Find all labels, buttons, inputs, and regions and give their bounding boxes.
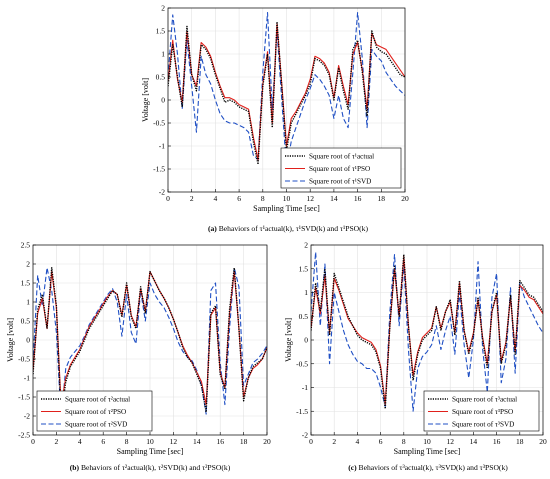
- y-tick-label: 2.5: [21, 241, 31, 250]
- x-axis-title: Sampling Time [sec]: [117, 447, 184, 456]
- legend-label-actual: Square root of τ¹actual: [309, 153, 374, 161]
- x-tick-label: 14: [470, 437, 478, 446]
- series-line-svd: [311, 251, 543, 412]
- y-tick-label: 2: [304, 241, 308, 250]
- panel-caption-text: Behaviors of τ¹actual(k), τ¹SVD(k) and τ…: [219, 224, 369, 233]
- x-tick-label: 2: [190, 194, 194, 203]
- x-tick-label: 2: [55, 437, 59, 446]
- y-tick-label: -2: [159, 188, 165, 197]
- x-tick-label: 8: [402, 437, 406, 446]
- y-tick-label: -1: [24, 374, 30, 383]
- y-tick-label: 2: [161, 4, 165, 13]
- x-tick-label: 8: [125, 437, 129, 446]
- x-tick-label: 12: [446, 437, 454, 446]
- x-tick-label: 20: [401, 194, 409, 203]
- x-tick-label: 12: [170, 437, 178, 446]
- x-tick-label: 16: [493, 437, 501, 446]
- panel-caption: (a) Behaviors of τ¹actual(k), τ¹SVD(k) a…: [208, 224, 369, 233]
- legend-label-pso: Square root of τ²PSO: [65, 408, 126, 416]
- legend-label-svd: Square root of τ¹SVD: [309, 178, 371, 186]
- x-tick-label: 16: [216, 437, 224, 446]
- series-line-actual: [168, 21, 405, 166]
- y-axis-title: Voltage [volt]: [6, 318, 15, 362]
- chart-panel-b: 0 2 4 6 8 10 12 14 16 18 20 -2.5 -2 -1.5 -1 -0.5 0 0.5 1 1.…: [6, 241, 271, 473]
- x-tick-label: 20: [539, 437, 547, 446]
- y-tick-label: 1.5: [299, 264, 309, 273]
- x-tick-label: 10: [423, 437, 431, 446]
- y-tick-label: 1: [161, 50, 165, 59]
- legend-label-pso: Square root of τ¹PSO: [309, 165, 370, 173]
- legend-label-svd: Square root of τ³SVD: [452, 421, 514, 429]
- panel-caption: (b) Behaviors of τ²actual(k), τ²SVD(k) a…: [70, 463, 231, 472]
- x-tick-label: 4: [78, 437, 82, 446]
- y-tick-label: 0.5: [21, 317, 31, 326]
- x-axis-title: Sampling Time [sec]: [394, 447, 461, 456]
- panel-caption-tag: (c): [348, 463, 358, 472]
- legend-label-svd: Square root of τ²SVD: [65, 421, 127, 429]
- y-tick-label: 1.5: [21, 279, 31, 288]
- legend-label-actual: Square root of τ³actual: [452, 396, 517, 404]
- x-tick-label: 0: [166, 194, 170, 203]
- x-tick-label: 12: [306, 194, 314, 203]
- x-axis-title: Sampling Time [sec]: [253, 204, 320, 213]
- y-tick-label: -1.5: [153, 165, 165, 174]
- panel-caption-text: Behaviors of τ²actual(k), τ²SVD(k) and τ…: [81, 463, 231, 472]
- x-tick-label: 16: [354, 194, 362, 203]
- y-tick-label: 1: [26, 298, 30, 307]
- y-tick-label: -2: [24, 412, 30, 421]
- y-tick-label: 1: [304, 288, 308, 297]
- panel-caption-tag: (a): [208, 224, 219, 233]
- x-tick-label: 10: [283, 194, 291, 203]
- x-tick-label: 6: [379, 437, 383, 446]
- y-tick-label: -0.5: [153, 119, 165, 128]
- y-tick-label: -2: [302, 431, 308, 440]
- legend-label-pso: Square root of τ³PSO: [452, 408, 513, 416]
- y-tick-label: 0: [26, 336, 30, 345]
- series-line-actual: [33, 267, 267, 417]
- x-tick-label: 18: [378, 194, 386, 203]
- x-tick-label: 18: [516, 437, 524, 446]
- y-axis-title: Voltage [volt]: [141, 78, 150, 122]
- series-line-svd: [168, 12, 405, 170]
- x-tick-label: 14: [193, 437, 201, 446]
- x-tick-label: 10: [146, 437, 154, 446]
- y-tick-label: 0: [304, 336, 308, 345]
- y-tick-label: 0: [161, 96, 165, 105]
- x-tick-label: 18: [240, 437, 248, 446]
- y-tick-label: -0.5: [296, 359, 308, 368]
- x-tick-label: 4: [214, 194, 218, 203]
- y-tick-label: 0.5: [156, 73, 166, 82]
- panel-caption-tag: (b): [70, 463, 81, 472]
- y-tick-label: 2: [26, 260, 30, 269]
- x-tick-label: 2: [332, 437, 336, 446]
- x-tick-label: 20: [263, 437, 271, 446]
- y-tick-label: -1: [302, 383, 308, 392]
- y-tick-label: 0.5: [299, 312, 309, 321]
- x-tick-label: 4: [356, 437, 360, 446]
- y-tick-label: -0.5: [18, 355, 30, 364]
- y-tick-label: 1.5: [156, 27, 166, 36]
- y-tick-label: -1.5: [18, 393, 30, 402]
- chart-panel-c: 0 2 4 6 8 10 12 14 16 18 20 -2 -1.5 -1 -0.5 0 0.5 1 1.5 2 Sa…: [284, 241, 547, 473]
- panel-caption: (c) Behaviors of τ³actual(k), τ³SVD(k) a…: [348, 463, 508, 472]
- x-tick-label: 0: [31, 437, 35, 446]
- y-tick-label: -1: [159, 142, 165, 151]
- series-line-svd: [33, 267, 267, 419]
- x-tick-label: 8: [261, 194, 265, 203]
- y-tick-label: -2.5: [18, 431, 30, 440]
- legend-label-actual: Square root of τ²actual: [65, 396, 130, 404]
- x-tick-label: 0: [309, 437, 313, 446]
- y-tick-label: -1.5: [296, 407, 308, 416]
- x-tick-label: 6: [237, 194, 241, 203]
- y-axis-title: Voltage [volt]: [284, 318, 293, 362]
- chart-panel-a: 0 2 4 6 8 10 12 14 16 18 20 -2 -1.5 -1 -0.5 0 0.5 1 1.5 2 Sa…: [141, 4, 409, 234]
- x-tick-label: 14: [330, 194, 338, 203]
- x-tick-label: 6: [101, 437, 105, 446]
- panel-caption-text: Behaviors of τ³actual(k), τ³SVD(k) and τ…: [359, 463, 509, 472]
